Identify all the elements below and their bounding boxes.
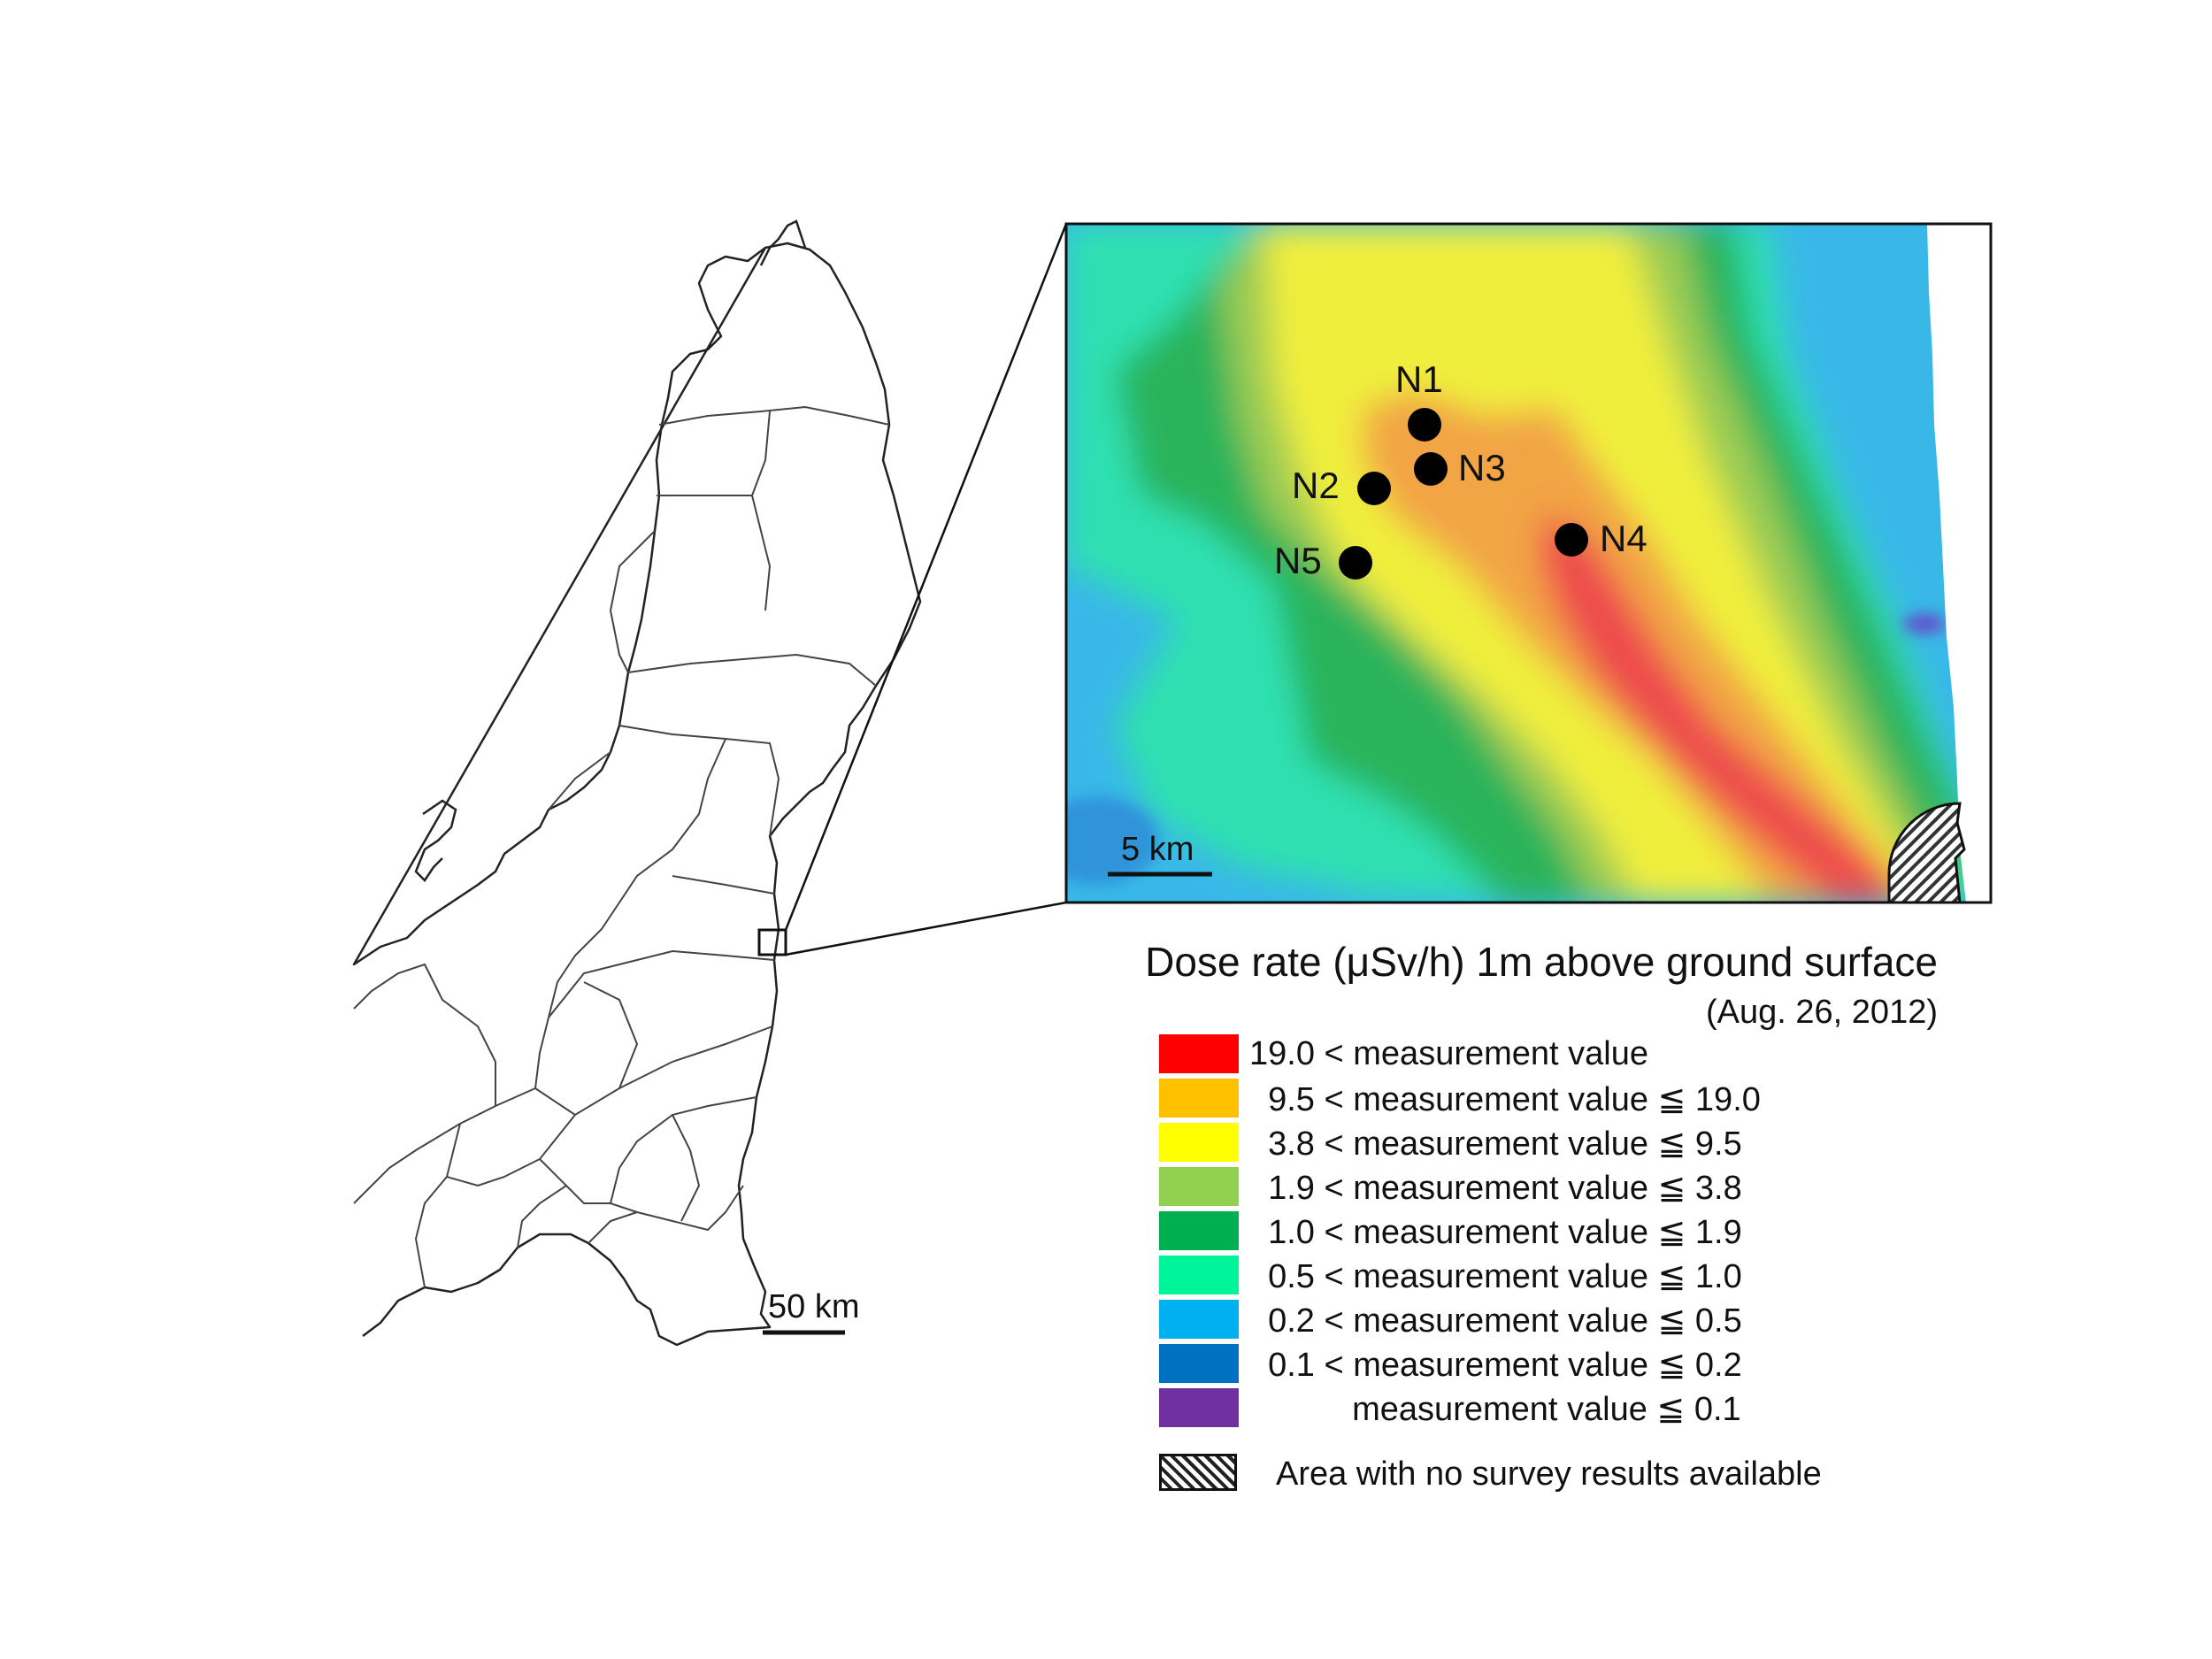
legend-label-no-data: Area with no survey results available xyxy=(1276,1455,1822,1493)
legend-row: 1.0 < measurement value ≦ 1.9 xyxy=(1159,1210,1955,1251)
no-survey-area xyxy=(1887,802,1966,902)
point-label-N3: N3 xyxy=(1458,447,1506,488)
point-label-N2: N2 xyxy=(1292,465,1340,506)
legend-row: 1.9 < measurement value ≦ 3.8 xyxy=(1159,1166,1955,1207)
sea-area xyxy=(1927,224,1991,902)
inset-connector-bottom xyxy=(785,901,1067,956)
legend-row: 0.5 < measurement value ≦ 1.0 xyxy=(1159,1255,1955,1295)
legend-label: 1.9 < measurement value ≦ 3.8 xyxy=(1249,1170,1742,1207)
point-N1 xyxy=(1408,408,1441,442)
legend-row: 19.0 < measurement value xyxy=(1159,1033,1955,1074)
legend-row: 0.2 < measurement value ≦ 0.5 xyxy=(1159,1299,1955,1340)
inset-map xyxy=(1066,224,1991,902)
legend-swatch xyxy=(1159,1167,1239,1206)
legend-label: 0.1 < measurement value ≦ 0.2 xyxy=(1249,1347,1742,1384)
legend-swatch xyxy=(1159,1034,1239,1073)
no-data-hatch-swatch xyxy=(1159,1454,1237,1491)
legend-date: (Aug. 26, 2012) xyxy=(1706,994,1938,1031)
point-label-N1: N1 xyxy=(1395,358,1443,400)
overview-scale-label: 50 km xyxy=(768,1288,859,1325)
point-N3 xyxy=(1414,452,1448,486)
legend-label: measurement value ≦ 0.1 xyxy=(1249,1391,1741,1428)
point-label-N4: N4 xyxy=(1600,518,1647,559)
inset-frame xyxy=(1064,222,1993,904)
shimokita-peninsula xyxy=(759,219,807,266)
point-N4 xyxy=(1555,523,1588,557)
point-N2 xyxy=(1357,472,1391,505)
inset-scale-label: 5 km xyxy=(1121,831,1194,868)
point-N5 xyxy=(1339,546,1372,580)
legend-row: measurement value ≦ 0.1 xyxy=(1159,1387,1955,1428)
legend-label: 0.2 < measurement value ≦ 0.5 xyxy=(1249,1302,1742,1340)
point-label-N5: N5 xyxy=(1274,540,1322,581)
legend-swatch xyxy=(1159,1079,1239,1118)
zone-0.1-0.2-west xyxy=(1066,796,1159,885)
legend-row: 9.5 < measurement value ≦ 19.0 xyxy=(1159,1078,1955,1118)
zone-below-0.1 xyxy=(1903,614,1946,634)
legend-title: Dose rate (μSv/h) 1m above ground surfac… xyxy=(1145,939,1938,985)
legend-row-no-data: Area with no survey results available xyxy=(1159,1454,1955,1494)
sado-island xyxy=(414,799,457,882)
zone-above-19.0 xyxy=(1540,513,1902,902)
overview-map: 50 km xyxy=(352,219,922,1347)
legend-swatch xyxy=(1159,1344,1239,1383)
measurement-points: N1 N2 N3 N4 N5 xyxy=(1274,358,1647,581)
prefecture-borders xyxy=(353,405,890,1288)
honshu-coastline xyxy=(352,242,922,1347)
inset-connector-top xyxy=(784,223,1068,931)
legend-swatch xyxy=(1159,1388,1239,1427)
legend-label: 19.0 < measurement value xyxy=(1249,1035,1648,1072)
legend-swatch xyxy=(1159,1300,1239,1339)
legend-label: 1.0 < measurement value ≦ 1.9 xyxy=(1249,1214,1742,1251)
legend-row: 3.8 < measurement value ≦ 9.5 xyxy=(1159,1122,1955,1163)
legend-swatch xyxy=(1159,1123,1239,1162)
inset-location-box xyxy=(757,928,787,956)
legend-label: 3.8 < measurement value ≦ 9.5 xyxy=(1249,1125,1742,1163)
legend-label: 9.5 < measurement value ≦ 19.0 xyxy=(1249,1081,1761,1118)
legend-row: 0.1 < measurement value ≦ 0.2 xyxy=(1159,1343,1955,1384)
legend-label: 0.5 < measurement value ≦ 1.0 xyxy=(1249,1258,1742,1295)
legend-swatch xyxy=(1159,1211,1239,1250)
legend-swatch xyxy=(1159,1256,1239,1294)
